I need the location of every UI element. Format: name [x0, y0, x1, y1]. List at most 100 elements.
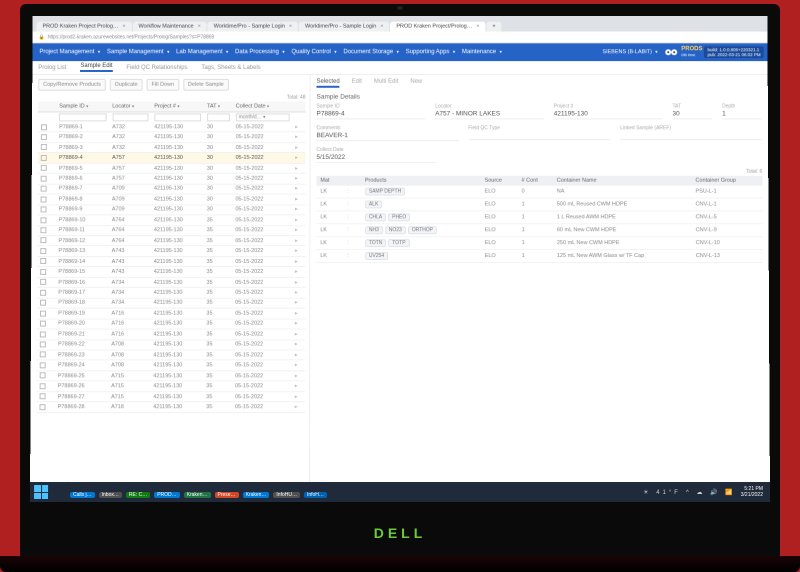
- row-expand-icon[interactable]: ▸: [295, 165, 298, 171]
- row-expand-icon[interactable]: ▸: [295, 279, 298, 285]
- table-row[interactable]: P78869-2A732421195-1303005-15-2022 ▸: [38, 132, 306, 142]
- row-expand-icon[interactable]: ▸: [295, 311, 298, 317]
- taskbar-app-icon[interactable]: Kraken…: [184, 492, 211, 498]
- table-row[interactable]: P78869-6A757421195-1303005-15-2022 ▸: [38, 174, 306, 184]
- page-tab[interactable]: Tags, Sheets & Labels: [201, 65, 260, 71]
- page-tab[interactable]: Prolog List: [38, 65, 66, 71]
- row-checkbox[interactable]: [41, 155, 47, 161]
- row-checkbox[interactable]: [40, 373, 46, 379]
- row-expand-icon[interactable]: ▸: [295, 259, 298, 265]
- nav-item[interactable]: Data Processing ▼: [232, 49, 288, 55]
- taskbar-app-icon[interactable]: RE: C…: [126, 492, 150, 498]
- user-menu[interactable]: SIEBENS (B-LABIT) ▼: [599, 49, 661, 55]
- row-checkbox[interactable]: [40, 352, 46, 358]
- row-expand-icon[interactable]: ▸: [295, 228, 298, 234]
- product-row[interactable]: LK⋮ TOTNTOTPELO1250 mL New CWM HDPECNV-L…: [316, 237, 762, 250]
- product-column-header[interactable]: Container Name: [553, 176, 692, 186]
- clock[interactable]: 5:21 PM3/21/2022: [741, 486, 766, 498]
- row-expand-icon[interactable]: ▸: [295, 321, 298, 327]
- nav-item[interactable]: Sample Management ▼: [104, 49, 173, 55]
- table-row[interactable]: P78869-25A715421195-1303505-15-2022 ▸: [37, 371, 306, 381]
- row-checkbox[interactable]: [40, 310, 46, 316]
- row-checkbox[interactable]: [41, 186, 47, 192]
- product-column-header[interactable]: Source: [481, 176, 518, 186]
- taskbar-app-icon[interactable]: Calls j…: [70, 492, 95, 498]
- row-expand-icon[interactable]: ▸: [295, 196, 298, 202]
- filter-project[interactable]: [154, 113, 201, 121]
- row-expand-icon[interactable]: ▸: [295, 352, 298, 358]
- row-checkbox[interactable]: [39, 404, 45, 410]
- filter-sample-id[interactable]: [59, 113, 106, 121]
- row-checkbox[interactable]: [40, 383, 46, 389]
- table-row[interactable]: P78869-21A716421195-1303505-15-2022 ▸: [37, 329, 305, 339]
- close-tab-icon[interactable]: ×: [380, 24, 383, 30]
- table-row[interactable]: P78869-4A757421195-1303005-15-2022 ▸: [38, 153, 306, 163]
- table-row[interactable]: P78869-13A743421195-1303505-15-2022 ▸: [37, 246, 305, 256]
- nav-item[interactable]: Supporting Apps ▼: [403, 49, 459, 55]
- table-row[interactable]: P78869-16A734421195-1303505-15-2022 ▸: [37, 277, 305, 287]
- detail-tab[interactable]: Multi Edit: [374, 79, 399, 88]
- taskbar-app-icon[interactable]: InfoHU…: [273, 492, 300, 498]
- table-row[interactable]: P78869-5A757421195-1303005-15-2022 ▸: [38, 163, 306, 173]
- grid-column-header[interactable]: Project # ▾: [151, 102, 204, 112]
- nav-item[interactable]: Quality Control ▼: [288, 49, 340, 55]
- row-expand-icon[interactable]: ▸: [295, 238, 298, 244]
- product-column-header[interactable]: # Cont: [518, 176, 553, 186]
- row-checkbox[interactable]: [41, 165, 47, 171]
- row-menu-icon[interactable]: ⋮: [345, 202, 350, 208]
- product-row[interactable]: LK⋮ NH3NO23ORTHOPELO160 mL New CWM HDPEC…: [316, 224, 762, 237]
- nav-item[interactable]: Project Management ▼: [36, 49, 104, 55]
- row-checkbox[interactable]: [41, 176, 47, 182]
- row-checkbox[interactable]: [40, 258, 46, 264]
- row-expand-icon[interactable]: ▸: [295, 383, 298, 389]
- row-expand-icon[interactable]: ▸: [295, 373, 298, 379]
- page-tab[interactable]: Field QC Relationships: [126, 65, 187, 71]
- row-checkbox[interactable]: [40, 394, 46, 400]
- grid-column-header[interactable]: [38, 102, 56, 112]
- browser-tab[interactable]: PROD Kraken Project/Prolog…×: [390, 22, 485, 32]
- browser-url-bar[interactable]: 🔒 https://prod2-kraken.azurewebsites.net…: [32, 32, 767, 44]
- table-row[interactable]: P78869-12A764421195-1303505-15-2022 ▸: [37, 236, 305, 246]
- row-expand-icon[interactable]: ▸: [295, 248, 298, 254]
- row-expand-icon[interactable]: ▸: [295, 155, 298, 161]
- systray-icons[interactable]: ^ ☁ 🔊 📶: [686, 489, 736, 496]
- taskbar-app-icon[interactable]: Inbox…: [99, 492, 122, 498]
- table-row[interactable]: P78869-15A743421195-1303505-15-2022 ▸: [37, 267, 305, 277]
- table-row[interactable]: P78869-26A715421195-1303505-15-2022 ▸: [37, 381, 306, 391]
- table-row[interactable]: P78869-20A716421195-1303505-15-2022 ▸: [37, 319, 305, 329]
- filter-tat[interactable]: [207, 113, 230, 121]
- close-tab-icon[interactable]: ×: [289, 24, 292, 30]
- table-row[interactable]: P78869-23A708421195-1303505-15-2022 ▸: [37, 350, 305, 360]
- table-row[interactable]: P78869-28A718421195-1303505-15-2022 ▸: [36, 402, 305, 412]
- row-expand-icon[interactable]: ▸: [295, 363, 298, 369]
- row-checkbox[interactable]: [41, 124, 47, 130]
- row-checkbox[interactable]: [40, 290, 46, 296]
- row-menu-icon[interactable]: ⋮: [345, 214, 350, 220]
- row-expand-icon[interactable]: ▸: [295, 300, 298, 306]
- nav-item[interactable]: Lab Management ▼: [173, 49, 232, 55]
- detail-tab[interactable]: Edit: [352, 79, 362, 88]
- filter-locator[interactable]: [112, 113, 148, 121]
- row-expand-icon[interactable]: ▸: [295, 176, 298, 182]
- table-row[interactable]: P78869-14A743421195-1303505-15-2022 ▸: [37, 256, 305, 266]
- toolbar-button[interactable]: Copy/Remove Products: [38, 79, 106, 91]
- toolbar-button[interactable]: Fill Down: [147, 79, 179, 91]
- product-row[interactable]: LK⋮ CHLAPHEOELO11 L Reused AWM HDPECNV-L…: [316, 211, 762, 224]
- row-expand-icon[interactable]: ▸: [295, 404, 298, 410]
- grid-column-header[interactable]: Collect Date ▾: [233, 102, 293, 112]
- detail-tab[interactable]: New: [410, 79, 422, 88]
- toolbar-button[interactable]: Duplicate: [110, 79, 143, 91]
- row-checkbox[interactable]: [41, 207, 47, 213]
- row-checkbox[interactable]: [41, 144, 47, 150]
- row-checkbox[interactable]: [40, 248, 46, 254]
- table-row[interactable]: P78869-24A708421195-1303505-15-2022 ▸: [37, 360, 306, 370]
- table-row[interactable]: P78869-22A708421195-1303505-15-2022 ▸: [37, 340, 305, 350]
- row-expand-icon[interactable]: ▸: [295, 186, 298, 192]
- row-expand-icon[interactable]: ▸: [295, 394, 298, 400]
- taskbar-app-icon[interactable]: InfoH…: [304, 492, 327, 498]
- product-row[interactable]: LK⋮ ALKELO1500 mL Reused CWM HDPECNV-L-1: [316, 198, 762, 211]
- table-row[interactable]: P78869-19A716421195-1303505-15-2022 ▸: [37, 308, 305, 318]
- row-menu-icon[interactable]: ⋮: [345, 227, 350, 233]
- row-expand-icon[interactable]: ▸: [295, 342, 298, 348]
- nav-item[interactable]: Maintenance ▼: [459, 49, 506, 55]
